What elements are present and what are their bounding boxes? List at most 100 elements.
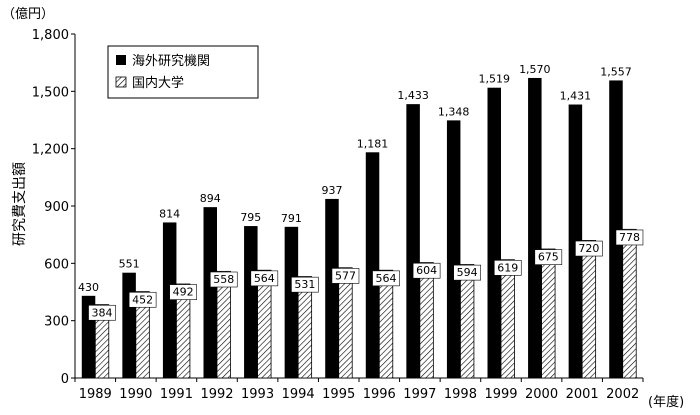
legend-swatch-domestic [115,76,127,88]
data-label-domestic: 604 [416,264,437,277]
data-label-overseas: 1,557 [600,65,632,78]
data-label-box-domestic [493,260,522,276]
x-unit-label: (年度) [648,394,684,410]
x-tick-label: 2002 [606,387,639,402]
data-label-overseas: 1,570 [519,63,551,76]
data-label-box-domestic [250,270,279,287]
x-tick-label: 2000 [525,387,558,402]
data-label-domestic: 675 [538,251,559,264]
bar-overseas [244,226,258,378]
data-label-domestic: 564 [376,272,397,285]
bar-domestic [297,276,313,379]
y-tick-label: 300 [44,315,69,330]
data-label-box-domestic [291,276,319,293]
data-label-box-domestic [615,229,644,246]
x-tick-label: 1993 [241,387,274,402]
y-tick-label: 1,800 [32,28,69,43]
data-label-domestic: 492 [173,286,194,299]
data-label-overseas: 430 [78,281,99,294]
bar-domestic [94,304,110,379]
data-label-domestic: 531 [294,278,315,291]
x-tick-label: 1989 [79,387,112,402]
bar-domestic [541,248,556,379]
data-label-box-domestic [534,249,563,265]
data-label-domestic: 577 [335,269,356,282]
x-tick-label: 1996 [363,387,396,402]
data-label-domestic: 452 [132,293,153,306]
data-label-domestic: 594 [457,266,478,279]
data-label-overseas: 791 [281,212,302,225]
bar-domestic [500,259,515,379]
bar-domestic [176,283,191,379]
data-label-domestic: 384 [92,306,113,319]
bar-overseas [609,80,623,378]
data-label-domestic: 720 [578,242,599,255]
y-unit-label: （億円） [2,6,54,22]
bar-overseas [528,77,542,378]
data-label-overseas: 1,348 [438,105,470,118]
y-tick-label: 0 [61,372,69,387]
bar-overseas [365,152,380,378]
data-label-box-domestic [169,284,197,300]
data-label-box-domestic [128,291,157,308]
bar-overseas [487,87,501,379]
data-label-overseas: 894 [200,192,221,205]
data-label-domestic: 619 [497,261,518,274]
data-label-box-domestic [453,264,481,281]
data-label-overseas: 814 [159,207,180,220]
data-label-overseas: 795 [240,211,261,224]
bar-domestic [419,262,434,379]
data-label-box-domestic [575,240,603,257]
data-label-overseas: 551 [119,258,140,271]
legend-frame [107,45,259,99]
data-label-overseas: 937 [321,184,342,197]
data-label-box-domestic [331,268,360,284]
y-tick-label: 1,500 [32,85,69,100]
data-label-box-domestic [88,304,116,321]
data-label-box-domestic [209,271,238,288]
bar-overseas [203,207,217,378]
bar-overseas [325,198,339,378]
y-tick-label: 600 [44,257,69,272]
y-tick-label: 900 [44,200,69,215]
bar-overseas [162,222,177,378]
x-tick-label: 1997 [403,387,436,402]
x-tick-label: 1990 [119,387,152,402]
bar-domestic [338,267,353,379]
bar-overseas [284,226,299,378]
bar-domestic [216,270,231,379]
x-tick-label: 2001 [566,387,599,402]
y-tick-label: 1,200 [32,143,69,158]
bar-overseas [122,272,136,378]
legend: 海外研究機関 国内大学 [107,45,259,99]
data-label-overseas: 1,519 [479,73,511,86]
data-label-overseas: 1,431 [560,90,592,103]
bar-domestic [135,291,150,379]
x-tick-label: 1994 [282,387,315,402]
legend-label-domestic: 国内大学 [132,75,184,91]
data-label-box-domestic [372,270,400,287]
y-axis-title: 研究費支出額 [12,162,28,246]
bar-domestic [257,269,272,379]
bar-domestic [460,264,475,379]
data-label-domestic: 558 [213,273,234,286]
bar-domestic [581,239,597,379]
legend-label-overseas: 海外研究機関 [132,54,210,69]
data-label-box-domestic [412,262,441,279]
x-tick-label: 1991 [160,387,193,402]
data-label-domestic: 778 [619,231,640,244]
bar-overseas [446,120,461,378]
bar-overseas [406,104,420,378]
bar-domestic [622,228,637,379]
x-tick-label: 1995 [322,387,355,402]
data-label-overseas: 1,433 [397,89,429,102]
x-tick-label: 1992 [200,387,233,402]
x-tick-label: 1999 [484,387,517,402]
bar-domestic [378,269,394,379]
data-label-domestic: 564 [254,272,275,285]
legend-swatch-overseas [116,55,126,65]
plot-area: 0 300 600 900 1,200 1,500 1,800 430 384 1989 551 45… [32,28,644,402]
data-label-overseas: 1,181 [357,137,389,150]
x-tick-label: 1998 [444,387,477,402]
